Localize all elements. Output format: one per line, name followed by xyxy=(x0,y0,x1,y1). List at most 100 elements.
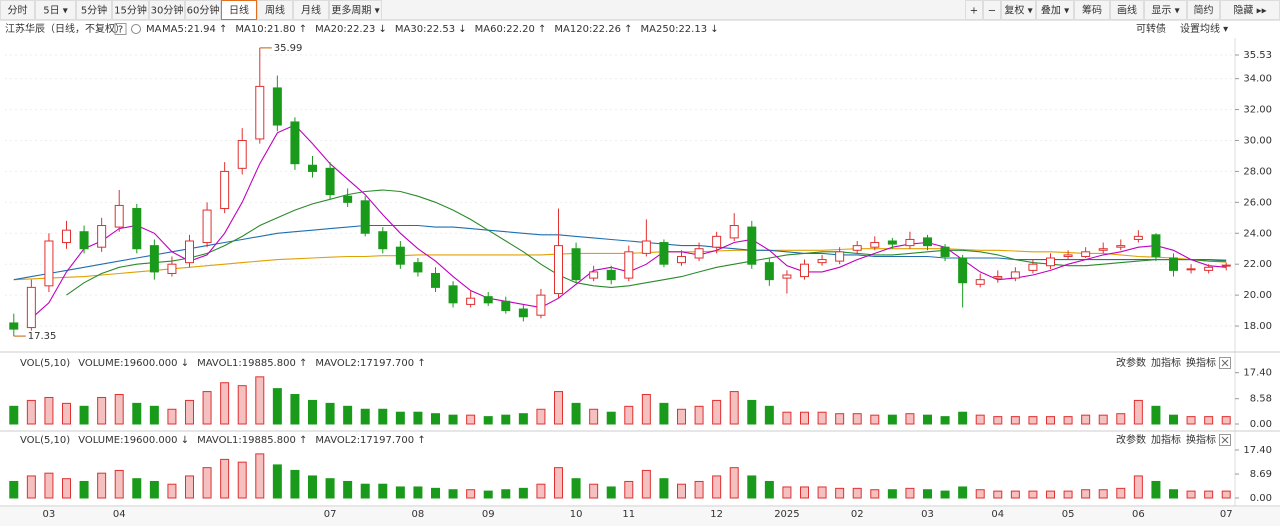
panel-tool[interactable]: 加指标 xyxy=(1151,433,1181,446)
toolbar-label[interactable]: 筹码 xyxy=(1082,4,1102,17)
volume-bar xyxy=(606,486,616,499)
toolbar-label[interactable]: 复权 ▾ xyxy=(1004,4,1032,17)
toolbar-button[interactable] xyxy=(76,0,112,20)
toolbar-button[interactable] xyxy=(1036,0,1074,20)
help-icon[interactable]: ? xyxy=(118,25,123,36)
toolbar-button[interactable] xyxy=(1187,0,1220,20)
volume-bar xyxy=(975,414,985,425)
volume-bar xyxy=(1116,487,1126,499)
toolbar-button[interactable] xyxy=(1001,0,1036,20)
toolbar-label[interactable]: 15分钟 xyxy=(114,4,147,17)
volume-bar xyxy=(26,399,36,425)
toolbar-label[interactable]: 日线 xyxy=(229,4,249,17)
ma-legend: MA250:22.13 ↓ xyxy=(641,24,719,35)
volume-bar xyxy=(97,472,107,499)
ma-legend: MA120:22.26 ↑ xyxy=(554,24,632,35)
candle-body xyxy=(431,272,440,288)
volume-bar xyxy=(1151,480,1161,499)
panel-tool[interactable]: 改参数 xyxy=(1116,433,1146,446)
toolbar-label[interactable]: 月线 xyxy=(301,4,321,17)
y-tick-label: 20.00 xyxy=(1243,290,1272,301)
volume-bar xyxy=(395,486,405,499)
toolbar-label[interactable]: 画线 xyxy=(1117,4,1137,17)
volume-bar xyxy=(1046,416,1055,425)
candle-body xyxy=(835,251,845,262)
panel-tool[interactable]: 换指标 xyxy=(1186,433,1216,446)
volume-bar xyxy=(975,489,985,499)
toolbar-label[interactable]: + xyxy=(970,6,978,17)
toolbar-button[interactable] xyxy=(0,0,35,20)
toolbar-button[interactable] xyxy=(112,0,149,20)
volume-bar xyxy=(870,489,880,499)
candle-body xyxy=(466,297,476,305)
volume-bar xyxy=(413,486,423,499)
volume-bar xyxy=(1098,489,1108,499)
candle-body xyxy=(729,225,739,239)
toolbar-button[interactable] xyxy=(257,0,293,20)
toolbar-label[interactable]: 简约 xyxy=(1194,4,1214,17)
volume-bar xyxy=(220,458,230,499)
panel-tool[interactable]: 改参数 xyxy=(1116,356,1146,369)
candle-body xyxy=(694,248,704,259)
panel-close-x[interactable] xyxy=(1221,359,1229,367)
toolbar-label[interactable]: 更多周期 ▾ xyxy=(331,4,379,17)
toolbar-label[interactable]: 5日 ▾ xyxy=(43,6,68,17)
toolbar-label[interactable]: 分时 xyxy=(8,5,28,17)
toolbar-label[interactable]: 显示 ▾ xyxy=(1151,5,1179,17)
panel-tool[interactable]: 换指标 xyxy=(1186,356,1216,369)
toolbar-button[interactable] xyxy=(1144,0,1187,20)
volume-bar xyxy=(571,478,581,499)
info-link[interactable]: 设置均线 ▾ xyxy=(1180,22,1228,35)
volume-bar xyxy=(149,405,159,425)
toolbar-button[interactable] xyxy=(35,0,76,20)
volume-bar xyxy=(325,402,335,425)
toolbar-button[interactable] xyxy=(185,0,221,20)
indicator-header: VOLUME:19600.000 ↓ xyxy=(78,435,189,446)
volume-bar xyxy=(202,391,212,425)
toolbar-button[interactable] xyxy=(149,0,185,20)
settings-icon[interactable] xyxy=(131,24,141,34)
indicator-header: MAVOL1:19885.800 ↑ xyxy=(197,435,307,446)
toolbar-button[interactable] xyxy=(983,0,1001,20)
panel-tool[interactable]: 加指标 xyxy=(1151,356,1181,369)
candle-body xyxy=(624,251,634,279)
volume-bar xyxy=(641,469,651,499)
toolbar-button[interactable] xyxy=(329,0,382,20)
candle-body xyxy=(817,259,827,264)
toolbar-button[interactable] xyxy=(293,0,329,20)
volume-bar xyxy=(62,402,71,425)
toolbar-button[interactable] xyxy=(221,0,257,20)
volume-bar xyxy=(659,402,669,425)
candle-body xyxy=(1133,235,1143,240)
volume-bar xyxy=(1133,475,1143,499)
volume-bar xyxy=(677,408,686,425)
candle-body xyxy=(518,308,528,318)
toolbar-label[interactable]: 叠加 ▾ xyxy=(1041,5,1069,17)
toolbar-label[interactable]: 隐藏 ▸▸ xyxy=(1233,5,1266,17)
toolbar-button[interactable] xyxy=(1110,0,1144,20)
toolbar-button[interactable] xyxy=(1074,0,1110,20)
x-tick-label: 08 xyxy=(412,509,425,520)
volume-bar xyxy=(958,411,968,425)
x-tick-label: 11 xyxy=(622,509,635,520)
candle-body xyxy=(343,195,353,203)
candle-body xyxy=(62,229,71,244)
toolbar-label[interactable]: − xyxy=(988,6,996,17)
toolbar-label[interactable]: 30分钟 xyxy=(151,4,184,17)
volume-bar xyxy=(1098,414,1108,425)
info-link[interactable]: 可转债 xyxy=(1136,22,1166,35)
ma-line xyxy=(13,248,1227,281)
toolbar-label[interactable]: 5分钟 xyxy=(81,4,107,17)
panel-close-x[interactable] xyxy=(1221,436,1229,444)
volume-bar xyxy=(1116,413,1126,425)
y-tick-label: 32.00 xyxy=(1243,105,1272,116)
toolbar-button[interactable] xyxy=(965,0,983,20)
y-tick-label: 22.00 xyxy=(1243,259,1272,270)
volume-bar xyxy=(26,475,36,499)
candle-body xyxy=(1028,263,1038,271)
volume-bar xyxy=(1081,414,1091,425)
toolbar-label[interactable]: 60分钟 xyxy=(187,4,220,17)
toolbar-label[interactable]: 周线 xyxy=(265,4,285,17)
y-tick-label: 8.69 xyxy=(1250,469,1272,480)
candle-body xyxy=(308,164,317,172)
